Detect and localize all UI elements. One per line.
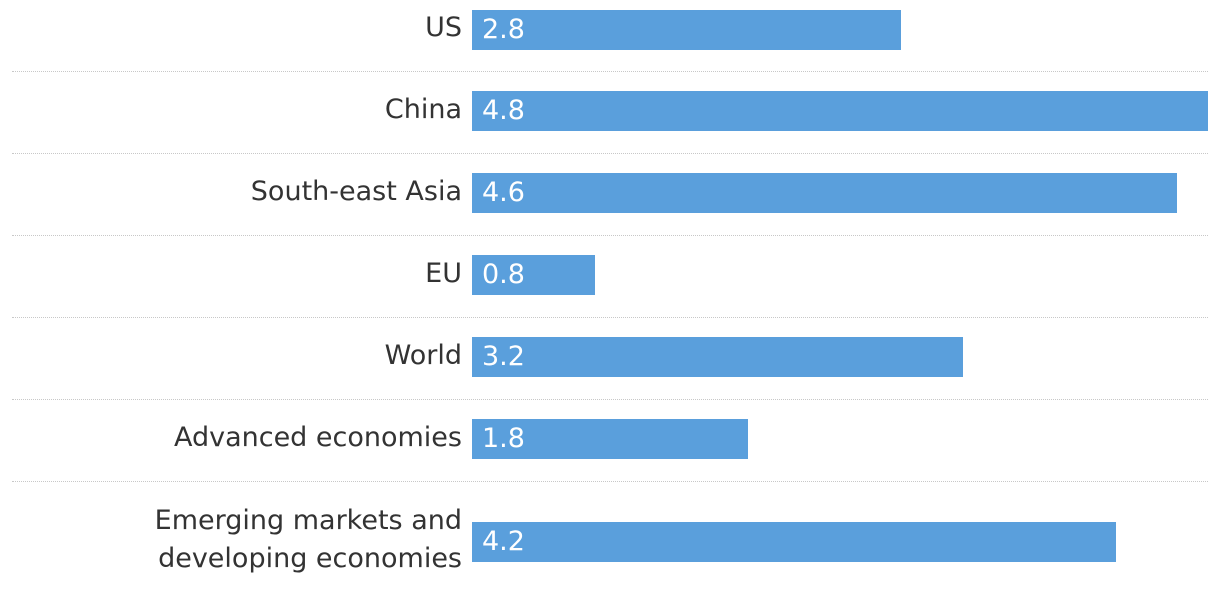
category-label: Emerging markets and developing economie… <box>154 505 462 574</box>
bar: 4.8 <box>472 91 1208 131</box>
bar: 1.8 <box>472 419 748 459</box>
bar: 4.6 <box>472 173 1177 213</box>
row-divider <box>12 317 1208 318</box>
bar-value-label: 1.8 <box>482 423 525 454</box>
row-divider <box>12 399 1208 400</box>
bar-value-label: 2.8 <box>482 14 525 45</box>
category-label: US <box>425 12 462 43</box>
row-divider <box>12 235 1208 236</box>
category-label: Advanced economies <box>173 422 462 453</box>
row-divider <box>12 71 1208 72</box>
row-divider <box>12 153 1208 154</box>
bar: 4.2 <box>472 522 1116 562</box>
bar: 3.2 <box>472 337 963 377</box>
category-label: China <box>384 94 462 125</box>
bar: 2.8 <box>472 10 901 50</box>
category-label: South-east Asia <box>250 176 462 207</box>
bar-value-label: 4.2 <box>482 526 525 557</box>
row-divider <box>12 481 1208 482</box>
category-label: World <box>384 340 462 371</box>
bar-value-label: 4.8 <box>482 95 525 126</box>
bar-value-label: 3.2 <box>482 341 525 372</box>
bar-value-label: 0.8 <box>482 259 525 290</box>
bar-value-label: 4.6 <box>482 177 525 208</box>
category-label: EU <box>425 258 462 289</box>
bar: 0.8 <box>472 255 595 295</box>
